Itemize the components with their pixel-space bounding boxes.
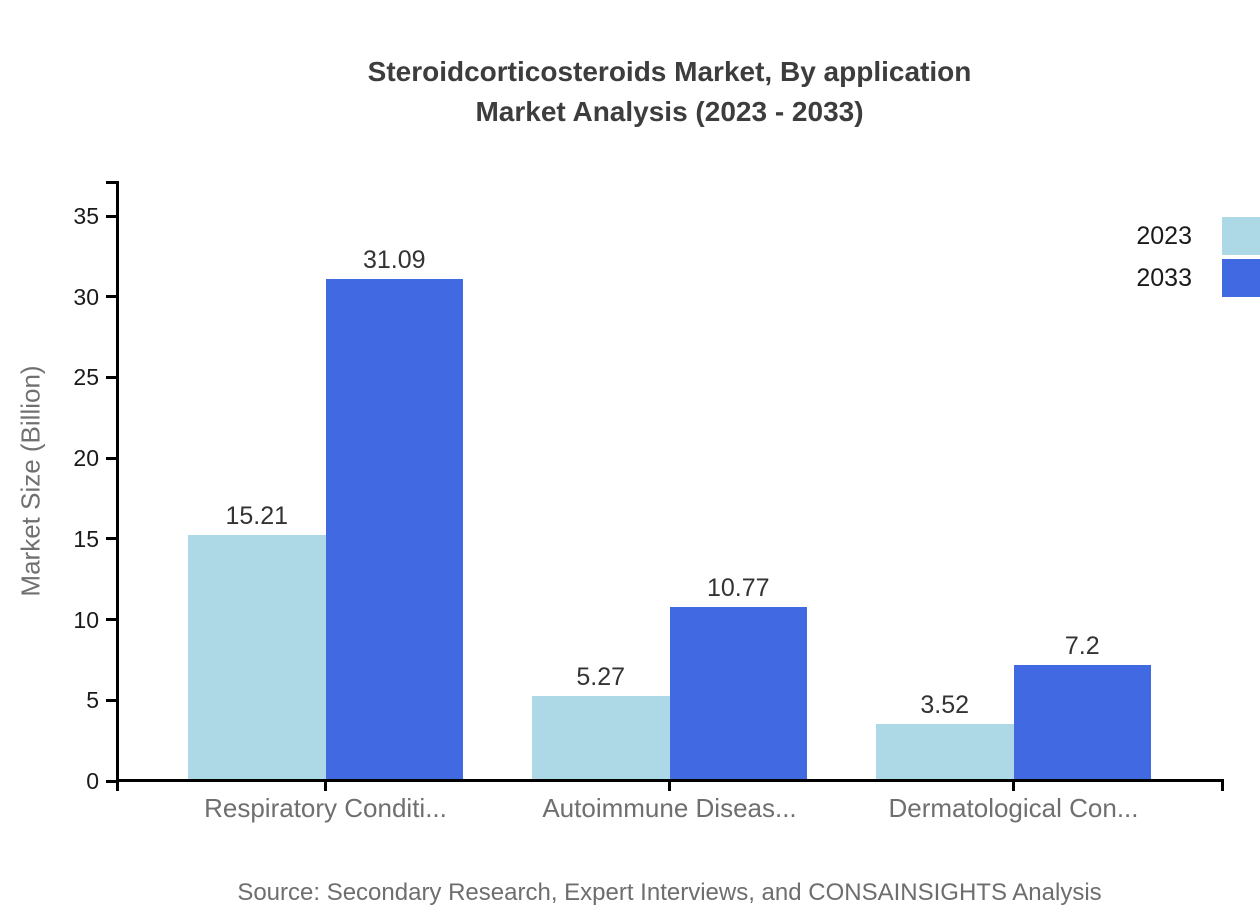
x-tick-mark: [668, 779, 671, 791]
y-tick-mark: [106, 779, 116, 783]
y-tick-mark: [106, 295, 116, 299]
x-tick-mark: [324, 779, 327, 791]
chart-title: Steroidcorticosteroids Market, By applic…: [118, 52, 1221, 132]
y-tick-mark: [106, 698, 116, 702]
y-tick-label: 30: [73, 283, 99, 310]
y-tick-mark: [106, 537, 116, 541]
bar-2033-group1: [325, 279, 463, 781]
y-axis-line: [116, 181, 119, 781]
y-tick-label: 25: [73, 364, 99, 391]
y-tick-mark: [106, 456, 116, 460]
legend-swatch: [1222, 217, 1260, 255]
y-tick-mark: [106, 214, 116, 218]
y-tick-label: 20: [73, 445, 99, 472]
x-tick-mark: [1012, 779, 1015, 791]
y-axis-outer-tick: [106, 181, 116, 184]
bar-value-label: 5.27: [576, 662, 626, 691]
legend-label: 2033: [1136, 263, 1192, 292]
y-tick-mark: [106, 618, 116, 622]
x-axis-outer-tick-left: [116, 779, 119, 791]
legend-item-2033: 2033: [1136, 259, 1260, 297]
source-note: Source: Secondary Research, Expert Inter…: [237, 879, 1102, 906]
chart-title-line1: Steroidcorticosteroids Market, By applic…: [367, 56, 972, 87]
bar-value-label: 31.09: [362, 246, 426, 275]
legend-swatch: [1222, 259, 1260, 297]
y-tick-label: 10: [73, 606, 99, 633]
bar-value-label: 7.2: [1064, 631, 1100, 660]
chart-title-line2: Market Analysis (2023 - 2033): [475, 96, 864, 127]
y-tick-label: 5: [86, 687, 99, 714]
bar-value-label: 10.77: [706, 574, 770, 603]
bar-2023-group1: [188, 535, 326, 781]
x-category-label: Respiratory Conditi...: [204, 793, 447, 823]
bar-2033-group3: [1013, 664, 1151, 781]
x-axis-outer-tick-right: [1221, 779, 1224, 791]
bar-2023-group3: [876, 724, 1014, 781]
bar-value-label: 15.21: [225, 502, 289, 531]
y-tick-label: 35: [73, 203, 99, 229]
y-tick-label: 0: [86, 768, 99, 794]
bar-2023-group2: [532, 695, 670, 781]
y-tick-mark: [106, 375, 116, 379]
legend-item-2023: 2023: [1136, 217, 1260, 255]
x-category-label: Autoimmune Diseas...: [542, 793, 797, 823]
y-tick-label: 15: [73, 525, 99, 552]
legend: 2023 2033: [1136, 217, 1260, 301]
bar-2033-group2: [669, 607, 807, 781]
bar-value-label: 3.52: [920, 691, 970, 720]
legend-label: 2023: [1136, 221, 1192, 250]
x-category-label: Dermatological Con...: [888, 793, 1139, 823]
